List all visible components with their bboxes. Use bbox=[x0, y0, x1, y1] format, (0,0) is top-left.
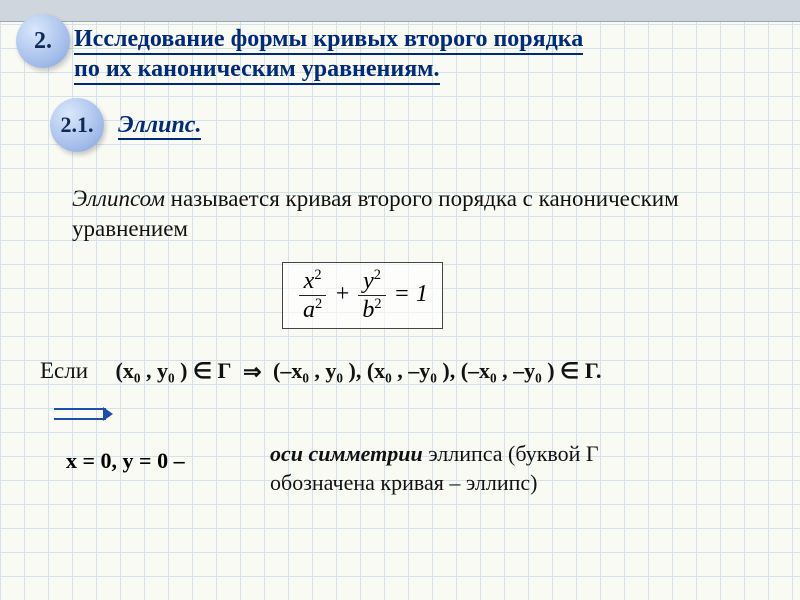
definition-term: Эллипсом bbox=[72, 186, 165, 211]
implies-arrow-icon: ⇒ bbox=[243, 359, 261, 385]
equals-sign: = bbox=[394, 281, 410, 307]
definition-text: Эллипсом называется кривая второго поряд… bbox=[72, 184, 732, 244]
down-arrow-icon bbox=[50, 402, 110, 432]
fraction-y: y2 b2 bbox=[358, 267, 385, 324]
axes-note: оси симметрии эллипса (буквой Γ обозначе… bbox=[270, 440, 770, 497]
slide-title: Исследование формы кривых второго порядк… bbox=[74, 24, 764, 84]
subsection-number-badge: 2.1. bbox=[50, 98, 104, 152]
title-line-2: по их каноническим уравнениям. bbox=[74, 56, 440, 85]
fraction-x: x2 a2 bbox=[299, 267, 326, 324]
section-number-badge: 2. bbox=[16, 14, 70, 68]
window-top-bar bbox=[0, 0, 800, 22]
section-number: 2. bbox=[34, 28, 52, 55]
axes-equations: x = 0, y = 0 – bbox=[66, 448, 185, 474]
symmetry-implication-row: Если (x₀ , y₀ ) ∈ Γ ⇒ (–x₀ , y₀ ), (x₀ ,… bbox=[40, 358, 780, 384]
axes-note-emph: оси симметрии bbox=[270, 441, 423, 466]
title-line-1: Исследование формы кривых второго порядк… bbox=[74, 26, 583, 55]
canonical-equation: x2 a2 + y2 b2 = 1 bbox=[282, 262, 443, 329]
subsection-number: 2.1. bbox=[61, 112, 94, 138]
implication-rhs: (–x₀ , y₀ ), (x₀ , –y₀ ), (–x₀ , –y₀ ) ∈… bbox=[273, 358, 602, 383]
subsection-heading: Эллипс. bbox=[118, 112, 201, 139]
axes-note-rest1: эллипса (буквой Γ bbox=[423, 441, 599, 466]
plus-sign: + bbox=[334, 281, 350, 307]
axes-note-rest2: обозначена кривая – эллипс) bbox=[270, 470, 538, 495]
equation-rhs: 1 bbox=[416, 281, 428, 307]
if-label: Если bbox=[40, 358, 88, 383]
subsection-heading-text: Эллипс. bbox=[118, 112, 201, 140]
implication-lhs: (x₀ , y₀ ) ∈ Γ bbox=[116, 358, 232, 383]
